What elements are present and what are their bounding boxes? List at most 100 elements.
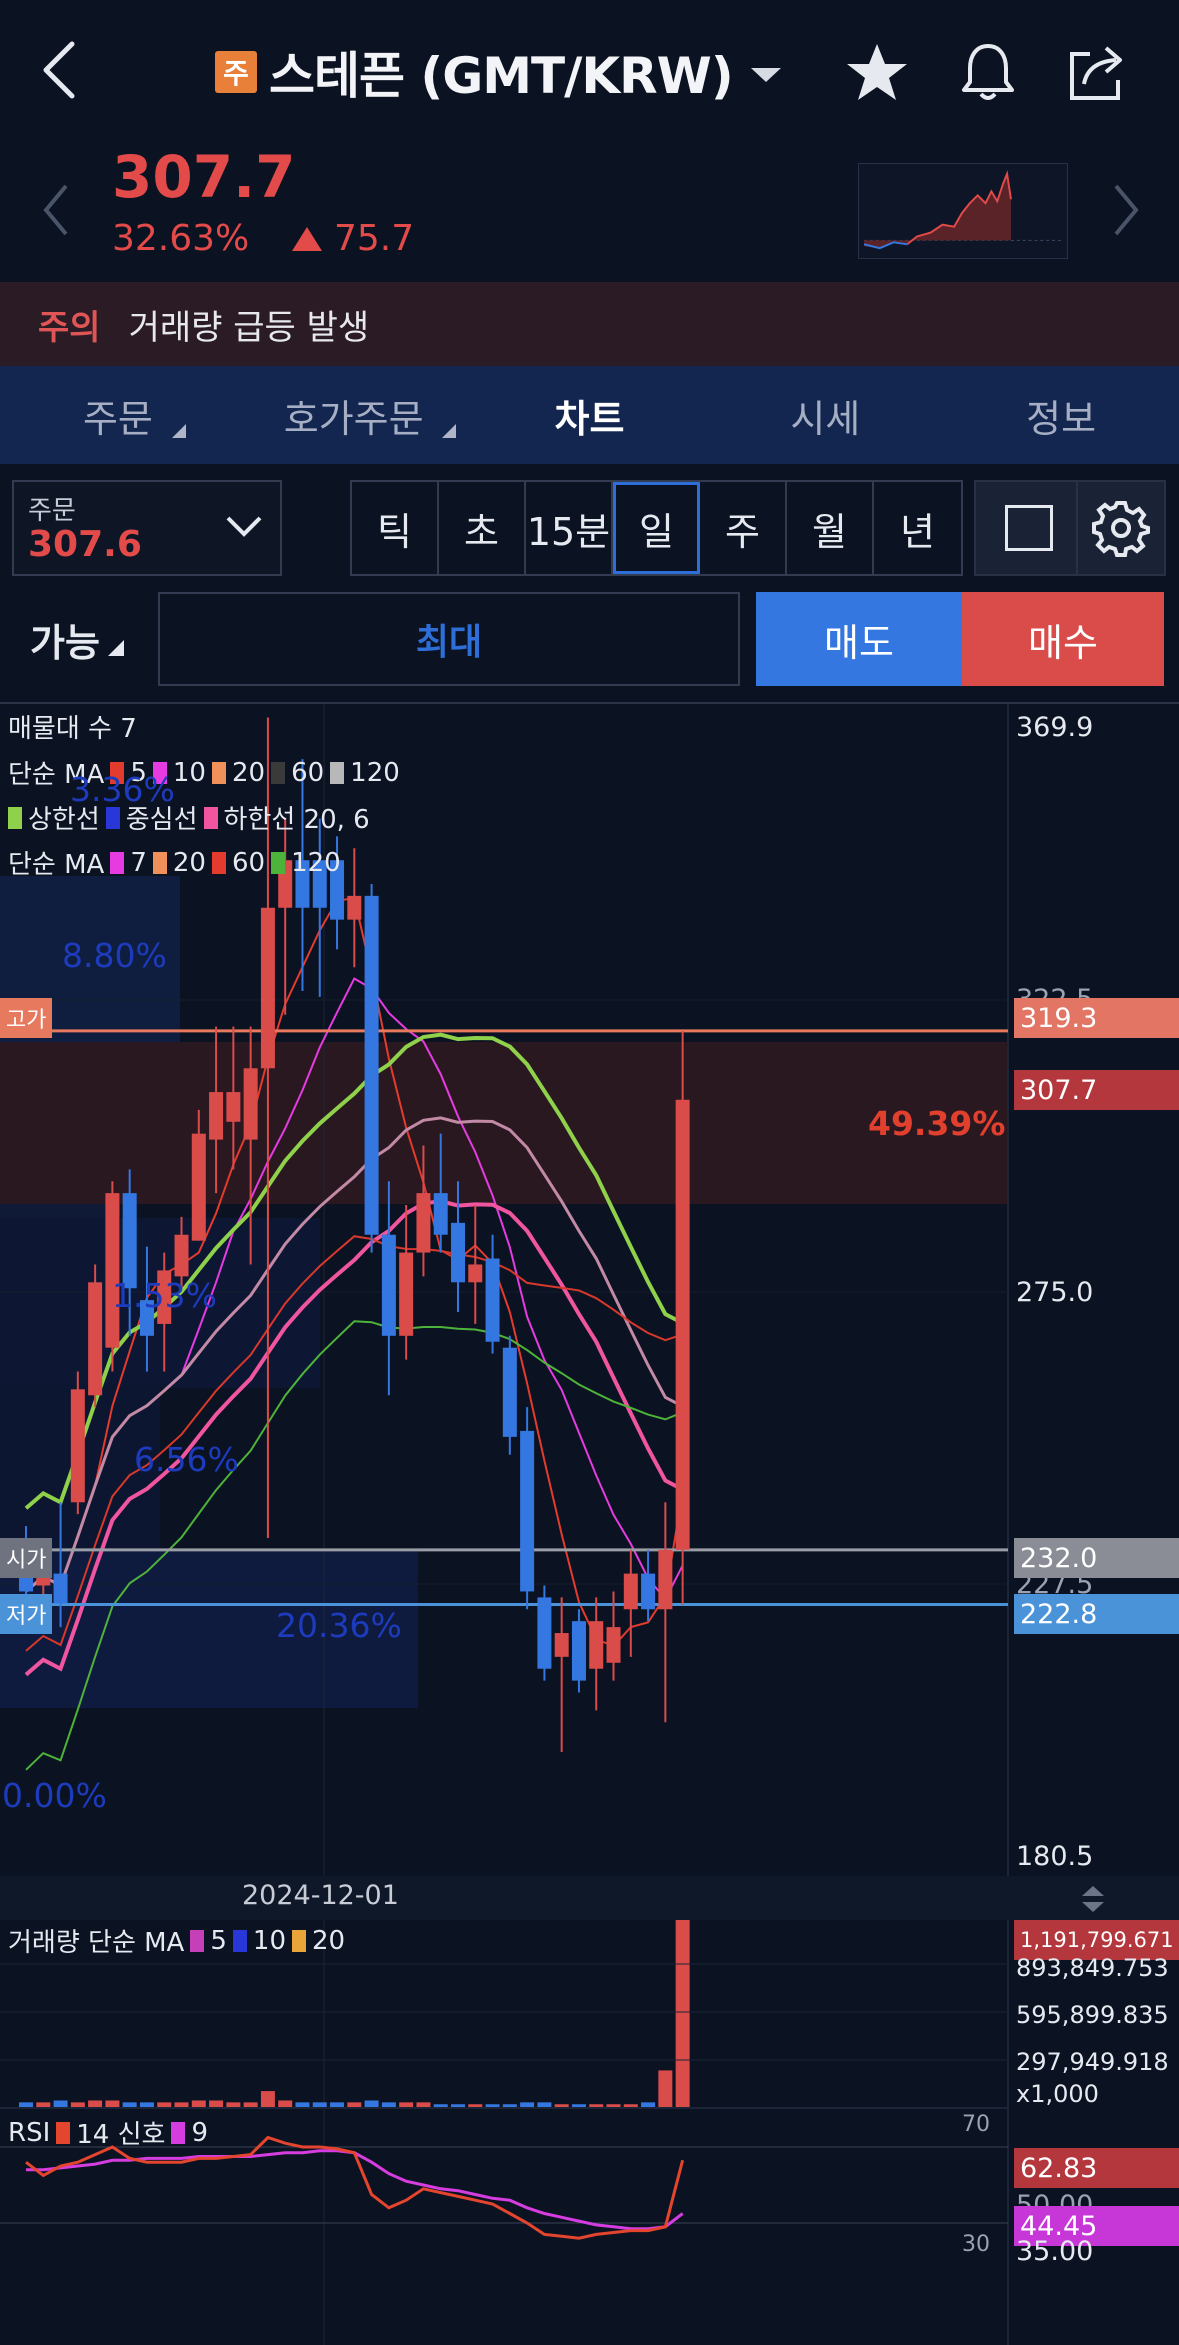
volume-bar xyxy=(347,2102,362,2108)
volume-bar xyxy=(157,2102,172,2108)
legend-text: 120 xyxy=(350,757,400,788)
volume-bar xyxy=(19,2102,33,2108)
low-price-tag: 222.8 xyxy=(1014,1594,1179,1634)
swatch xyxy=(110,851,125,874)
swatch xyxy=(152,761,167,784)
settings-button[interactable] xyxy=(1076,480,1166,576)
resize-icon[interactable] xyxy=(1080,1884,1106,1914)
buy-button[interactable]: 매수 xyxy=(962,592,1164,686)
tab-chart[interactable]: 차트 xyxy=(472,366,708,464)
upper-band-line xyxy=(24,1032,684,1510)
sell-button[interactable]: 매도 xyxy=(756,592,962,686)
rsi-value-tag: 62.83 xyxy=(1014,2148,1179,2188)
volume-bar xyxy=(675,1920,690,2108)
main-tabs: 주문 호가주문 차트 시세 정보 xyxy=(0,366,1179,464)
candle-body xyxy=(70,1389,85,1503)
star-icon[interactable] xyxy=(845,40,909,104)
price-chart[interactable] xyxy=(0,704,1179,2345)
candle-body xyxy=(399,1252,414,1336)
candle-body xyxy=(606,1627,621,1663)
swatch xyxy=(211,761,226,784)
period-tick[interactable]: 틱 xyxy=(352,482,439,574)
period-15min[interactable]: 15분 xyxy=(526,482,613,574)
volume-bar xyxy=(278,2100,293,2108)
swatch xyxy=(211,851,226,874)
candle-body xyxy=(416,1193,431,1253)
swatch xyxy=(232,1929,247,1952)
volume-bar xyxy=(209,2100,224,2108)
corner-icon xyxy=(171,424,186,438)
prev-coin-icon[interactable] xyxy=(40,180,74,240)
legend-text: 20 xyxy=(312,1925,346,1956)
tab-order-label: 주문 xyxy=(82,396,153,441)
legend-text: 60 xyxy=(291,757,325,788)
open-tag: 시가 xyxy=(0,1538,52,1578)
period-month[interactable]: 월 xyxy=(787,482,874,574)
back-icon[interactable] xyxy=(40,40,80,100)
candle-body xyxy=(139,1300,154,1336)
share-icon[interactable] xyxy=(1064,40,1128,104)
swatch xyxy=(271,761,286,784)
candle-body xyxy=(174,1234,189,1277)
candle-body xyxy=(658,1549,673,1610)
candle-body xyxy=(191,1133,206,1241)
y-axis-label: 369.9 xyxy=(1016,712,1094,743)
swatch xyxy=(171,2121,186,2144)
period-year[interactable]: 년 xyxy=(900,509,935,554)
warning-label: 주의 xyxy=(38,307,101,348)
candle-body xyxy=(468,1264,483,1283)
volume-bar xyxy=(174,2102,189,2108)
legend-text: 5 xyxy=(210,1925,227,1956)
volume-axis-label: 893,849.753 xyxy=(1016,1954,1169,1982)
bell-icon[interactable] xyxy=(956,40,1020,104)
warning-banner[interactable]: 주의 거래량 급등 발생 xyxy=(0,282,1179,366)
candle-body xyxy=(623,1573,638,1610)
tab-orderbook[interactable]: 호가주문 xyxy=(236,366,472,464)
volume-bar xyxy=(589,2104,604,2108)
volume-bar xyxy=(53,2100,68,2108)
volume-bar xyxy=(330,2102,345,2108)
legend-text: 단순 MA xyxy=(8,760,105,790)
tab-info[interactable]: 정보 xyxy=(943,366,1179,464)
candle-body xyxy=(675,1099,690,1550)
period-week[interactable]: 주 xyxy=(700,482,787,574)
candle-body xyxy=(53,1573,68,1604)
next-coin-icon[interactable] xyxy=(1108,180,1142,240)
order-price-select[interactable]: 주문 307.6 xyxy=(12,480,282,576)
candle-body xyxy=(537,1597,552,1669)
volume-bar xyxy=(451,2104,465,2108)
tab-order[interactable]: 주문 xyxy=(0,366,236,464)
legend-volume-profile: 매물대 수 7 xyxy=(8,708,137,745)
available-toggle[interactable]: 가능 xyxy=(30,612,124,667)
coin-selector[interactable]: 주 스테픈 (GMT/KRW) xyxy=(215,42,781,105)
max-amount-field[interactable]: 최대 xyxy=(158,592,740,686)
legend-text: 10 xyxy=(252,1925,286,1956)
candle-body xyxy=(226,1092,241,1122)
candle-body xyxy=(381,1234,396,1336)
legend-text: 상한선 xyxy=(28,805,100,835)
rsi-signal-line xyxy=(26,2149,684,2231)
up-triangle-icon xyxy=(292,226,322,251)
vp-label: 49.39% xyxy=(868,1104,1006,1143)
period-day[interactable]: 일 xyxy=(613,482,700,574)
volume-axis-unit: x1,000 xyxy=(1016,2080,1099,2108)
coin-title: 스테픈 (GMT/KRW) xyxy=(269,47,734,105)
volume-bar xyxy=(641,2102,656,2108)
volume-bar xyxy=(468,2104,483,2108)
y-axis-label: 180.5 xyxy=(1016,1841,1094,1872)
tab-quotes[interactable]: 시세 xyxy=(707,366,943,464)
swatch xyxy=(105,806,120,829)
volume-bar xyxy=(416,2102,431,2108)
swatch xyxy=(190,1929,205,1952)
lower-band-line xyxy=(24,1199,684,1677)
corner-icon xyxy=(441,424,456,438)
volume-bar xyxy=(260,2091,275,2108)
chevron-down-icon xyxy=(750,68,781,82)
candle-body xyxy=(295,860,310,908)
divider xyxy=(0,702,1179,704)
high-price-tag: 319.3 xyxy=(1014,998,1179,1038)
vp-label: 20.36% xyxy=(276,1606,402,1645)
fullscreen-button[interactable] xyxy=(974,480,1084,576)
header xyxy=(0,0,1179,145)
period-second[interactable]: 초 xyxy=(439,482,526,574)
